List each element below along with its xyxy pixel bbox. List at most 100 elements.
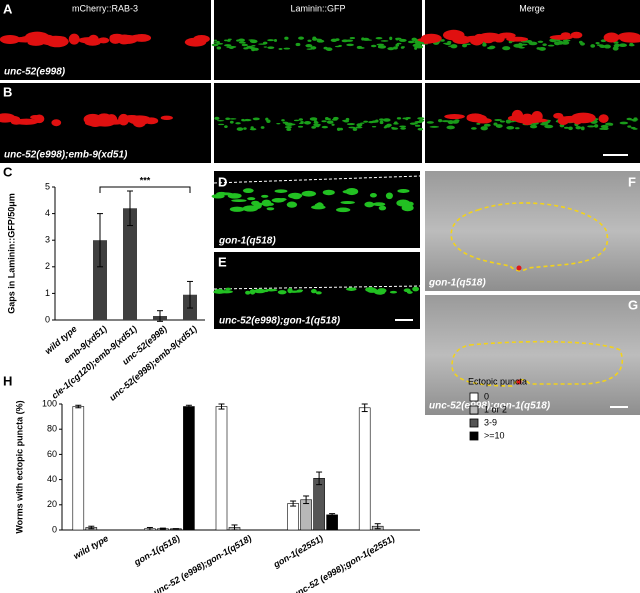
signal — [245, 290, 251, 295]
signal — [443, 42, 452, 45]
signal — [261, 194, 269, 198]
signal — [540, 122, 549, 126]
signal — [561, 41, 570, 45]
signal — [370, 44, 377, 48]
signal — [284, 36, 289, 40]
signal — [473, 33, 486, 42]
legend-swatch — [469, 405, 479, 415]
signal — [224, 125, 228, 129]
signal — [214, 289, 225, 293]
signal — [429, 125, 440, 128]
signal — [264, 288, 278, 292]
signal — [378, 205, 387, 211]
marker — [516, 265, 522, 271]
signal — [568, 126, 573, 131]
signal — [295, 42, 301, 47]
signal — [417, 117, 425, 120]
signal — [488, 45, 496, 49]
signal — [396, 117, 402, 120]
signal — [255, 202, 264, 206]
legend-label: 3-9 — [484, 417, 497, 427]
signal — [253, 288, 266, 294]
signal — [379, 120, 384, 125]
signal — [227, 38, 232, 41]
signal — [249, 128, 257, 131]
signal — [400, 127, 407, 130]
signal — [309, 117, 318, 121]
signal — [385, 192, 393, 200]
signal — [518, 42, 523, 47]
bar — [72, 406, 85, 531]
signal — [244, 119, 252, 122]
signal — [315, 124, 320, 128]
signal — [412, 286, 420, 292]
signal — [324, 116, 329, 120]
signal — [248, 39, 256, 41]
legend-swatch — [469, 418, 479, 428]
signal — [335, 38, 340, 41]
y-tick-label: 40 — [47, 474, 57, 484]
signal — [68, 33, 80, 45]
signal — [276, 122, 281, 125]
signal — [560, 32, 571, 38]
signal — [229, 118, 237, 120]
signal — [247, 197, 256, 201]
signal — [602, 127, 609, 131]
signal — [542, 43, 547, 47]
signal — [313, 121, 319, 125]
signal — [414, 40, 419, 43]
signal — [389, 290, 398, 294]
signal — [494, 118, 502, 122]
signal — [214, 116, 220, 120]
signal — [286, 122, 294, 126]
legend-label: >=10 — [484, 430, 505, 440]
signal — [345, 187, 359, 196]
y-tick-label: 60 — [47, 449, 57, 459]
signal — [409, 122, 417, 125]
signal — [260, 126, 265, 129]
signal — [349, 36, 356, 40]
bar — [183, 406, 195, 531]
signal — [84, 38, 102, 46]
signal — [557, 116, 569, 126]
signal — [340, 200, 355, 205]
signal — [224, 39, 228, 42]
signal — [375, 119, 379, 123]
signal — [267, 39, 275, 42]
signal — [444, 113, 465, 120]
signal — [326, 120, 334, 124]
signal — [408, 40, 415, 44]
signal — [346, 287, 357, 291]
bar — [215, 406, 228, 531]
signal — [507, 120, 515, 123]
bar — [287, 503, 299, 531]
signal — [440, 39, 445, 42]
signal — [282, 121, 289, 124]
signal — [368, 121, 375, 124]
signal — [225, 117, 231, 120]
signal — [278, 47, 283, 50]
signal — [236, 39, 240, 42]
x-tick-label: gon-1(q518) — [132, 533, 182, 568]
signal — [338, 44, 342, 47]
legend-title: Ectopic puncta — [468, 376, 527, 386]
y-tick-label: 5 — [45, 181, 50, 191]
signal — [406, 290, 413, 294]
signal — [375, 37, 383, 40]
signal — [226, 46, 233, 49]
y-axis-label: Worms with ectopic puncta (%) — [14, 400, 24, 533]
signal — [345, 39, 354, 42]
marker — [516, 379, 522, 385]
signal — [216, 191, 228, 196]
signal — [562, 39, 571, 42]
signal — [632, 127, 638, 130]
signal — [0, 34, 21, 44]
signal — [619, 121, 629, 125]
signal — [216, 120, 225, 122]
signal — [251, 44, 256, 47]
signal — [389, 36, 393, 41]
signal — [380, 40, 389, 42]
x-tick-label: wild type — [72, 533, 110, 561]
signal — [238, 41, 246, 44]
